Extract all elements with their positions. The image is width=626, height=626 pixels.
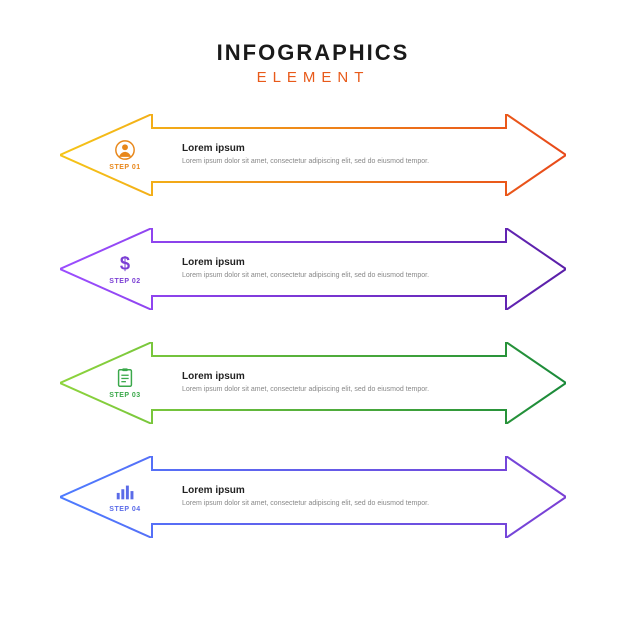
step-text-region: Lorem ipsum Lorem ipsum dolor sit amet, … (152, 485, 566, 508)
step-label: STEP 01 (109, 164, 140, 171)
step-content: $ STEP 02 Lorem ipsum Lorem ipsum dolor … (60, 228, 566, 310)
step-desc: Lorem ipsum dolor sit amet, consectetur … (182, 499, 496, 508)
step-content: STEP 04 Lorem ipsum Lorem ipsum dolor si… (60, 456, 566, 538)
person-icon (114, 139, 136, 161)
step-content: STEP 03 Lorem ipsum Lorem ipsum dolor si… (60, 342, 566, 424)
header: INFOGRAPHICS ELEMENT (217, 40, 410, 86)
step-desc: Lorem ipsum dolor sit amet, consectetur … (182, 385, 496, 394)
title-line1: INFOGRAPHICS (217, 40, 410, 66)
step-title: Lorem ipsum (182, 485, 496, 496)
step-label: STEP 02 (109, 278, 140, 285)
step-arrow-4: STEP 04 Lorem ipsum Lorem ipsum dolor si… (60, 456, 566, 538)
step-arrow-3: STEP 03 Lorem ipsum Lorem ipsum dolor si… (60, 342, 566, 424)
step-icon-region: STEP 01 (60, 139, 152, 171)
steps-container: STEP 01 Lorem ipsum Lorem ipsum dolor si… (60, 114, 566, 538)
clipboard-icon (114, 367, 136, 389)
title-line2: ELEMENT (217, 69, 410, 86)
step-desc: Lorem ipsum dolor sit amet, consectetur … (182, 271, 496, 280)
step-icon-region: STEP 04 (60, 481, 152, 513)
step-text-region: Lorem ipsum Lorem ipsum dolor sit amet, … (152, 371, 566, 394)
step-label: STEP 03 (109, 392, 140, 399)
step-content: STEP 01 Lorem ipsum Lorem ipsum dolor si… (60, 114, 566, 196)
bars-icon (114, 481, 136, 503)
step-arrow-2: $ STEP 02 Lorem ipsum Lorem ipsum dolor … (60, 228, 566, 310)
step-title: Lorem ipsum (182, 257, 496, 268)
step-icon-region: STEP 03 (60, 367, 152, 399)
step-title: Lorem ipsum (182, 371, 496, 382)
step-title: Lorem ipsum (182, 143, 496, 154)
step-text-region: Lorem ipsum Lorem ipsum dolor sit amet, … (152, 257, 566, 280)
step-label: STEP 04 (109, 506, 140, 513)
dollar-icon: $ (114, 253, 136, 275)
step-arrow-1: STEP 01 Lorem ipsum Lorem ipsum dolor si… (60, 114, 566, 196)
step-text-region: Lorem ipsum Lorem ipsum dolor sit amet, … (152, 143, 566, 166)
step-desc: Lorem ipsum dolor sit amet, consectetur … (182, 157, 496, 166)
svg-text:$: $ (120, 253, 130, 274)
step-icon-region: $ STEP 02 (60, 253, 152, 285)
